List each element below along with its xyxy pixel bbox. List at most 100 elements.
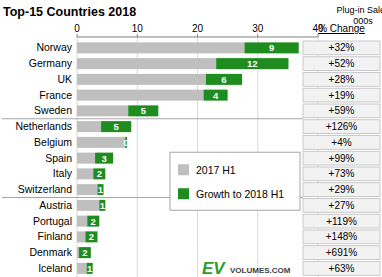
- bar: [99, 200, 105, 211]
- category-label: Germany: [29, 57, 73, 69]
- data-label: 3: [101, 153, 106, 164]
- category-label: UK: [57, 73, 72, 85]
- chart: Top-15 Countries 2018Plug-in Sales000s01…: [0, 0, 382, 277]
- change-cell: [303, 246, 380, 260]
- change-cell: [303, 88, 380, 102]
- data-label: 9: [269, 42, 274, 53]
- bar: [77, 153, 95, 164]
- change-cell: [303, 183, 380, 197]
- change-cell: [303, 120, 380, 134]
- change-cell: [303, 167, 380, 181]
- change-cell: [303, 214, 380, 228]
- change-label: +119%: [326, 216, 357, 227]
- change-cell: [303, 262, 380, 276]
- tick-label: 30: [252, 23, 264, 34]
- tick-label: 0: [74, 23, 80, 34]
- logo-mark: EV: [202, 259, 226, 277]
- bar: [77, 58, 216, 69]
- category-label: Switzerland: [18, 183, 72, 195]
- data-label: 1: [100, 200, 106, 211]
- change-cell: [303, 41, 380, 55]
- legend-label: Growth to 2018 H1: [196, 188, 284, 200]
- change-label: +4%: [331, 137, 351, 148]
- data-label: 12: [247, 58, 258, 69]
- data-label: 1: [87, 263, 93, 274]
- change-label: +27%: [329, 200, 355, 211]
- data-label: 6: [221, 74, 226, 85]
- axis-label: Plug-in Sales: [336, 5, 382, 15]
- group-divider: [2, 118, 303, 119]
- data-label: 2: [89, 231, 94, 242]
- data-label: 4: [213, 90, 219, 101]
- bar: [128, 105, 158, 116]
- bar: [77, 216, 87, 227]
- bar: [77, 247, 79, 258]
- change-cell: [303, 199, 380, 213]
- data-label: 0: [123, 137, 128, 148]
- bar: [206, 74, 242, 85]
- category-label: Norway: [36, 41, 72, 53]
- change-label: +29%: [329, 184, 355, 195]
- category-label: Austria: [39, 199, 72, 211]
- bar: [244, 42, 298, 53]
- background: [0, 0, 382, 277]
- bar: [77, 42, 244, 53]
- category-label: Denmark: [29, 246, 72, 258]
- data-label: 5: [141, 105, 147, 116]
- bar: [93, 168, 105, 179]
- category-label: Spain: [45, 152, 72, 164]
- change-cell: [303, 151, 380, 165]
- bar: [77, 90, 204, 101]
- grid-line: [137, 37, 138, 277]
- change-cell: [303, 104, 380, 118]
- axis-line: [77, 37, 318, 38]
- title: Top-15 Countries 2018: [3, 5, 136, 19]
- category-label: Netherlands: [15, 120, 72, 132]
- bar: [95, 153, 113, 164]
- data-label: 2: [97, 168, 102, 179]
- change-cell: [303, 57, 380, 71]
- bar: [77, 168, 93, 179]
- change-label: +691%: [326, 247, 358, 258]
- data-label: 2: [91, 216, 96, 227]
- legend-swatch: [178, 164, 189, 175]
- bar: [77, 105, 128, 116]
- bar: [85, 231, 97, 242]
- data-label: 5: [114, 121, 120, 132]
- tick-label: 10: [132, 23, 144, 34]
- change-label: +19%: [329, 90, 355, 101]
- category-label: France: [39, 89, 72, 101]
- bar: [204, 90, 228, 101]
- change-label: +28%: [329, 74, 355, 85]
- category-label: Iceland: [38, 262, 72, 274]
- change-label: +59%: [329, 105, 355, 116]
- change-label: +148%: [326, 231, 358, 242]
- data-label: 2: [82, 247, 87, 258]
- change-label: +126%: [326, 121, 358, 132]
- bar: [77, 263, 87, 274]
- legend-box: [170, 152, 300, 210]
- category-label: Finland: [38, 230, 73, 242]
- bar: [77, 200, 99, 211]
- logo-text: VOLUMES.COM: [230, 266, 291, 275]
- bar: [87, 263, 93, 274]
- change-label: +99%: [329, 153, 355, 164]
- bar: [101, 121, 131, 132]
- bar: [79, 247, 91, 258]
- change-cell: [303, 136, 380, 150]
- change-label: +32%: [329, 42, 355, 53]
- category-label: Belgium: [34, 136, 72, 148]
- bar: [87, 216, 99, 227]
- bar: [216, 58, 288, 69]
- change-label: +52%: [329, 58, 355, 69]
- change-cell: [303, 230, 380, 244]
- bar: [77, 121, 101, 132]
- legend-label: 2017 H1: [196, 164, 236, 176]
- column-header: % Change: [318, 23, 365, 34]
- category-label: Italy: [53, 167, 73, 179]
- bar: [77, 137, 125, 148]
- bar: [77, 74, 206, 85]
- change-label: +63%: [329, 263, 355, 274]
- legend: 2017 H1 Growth to 2018 H1: [170, 152, 300, 210]
- bar: [97, 184, 103, 195]
